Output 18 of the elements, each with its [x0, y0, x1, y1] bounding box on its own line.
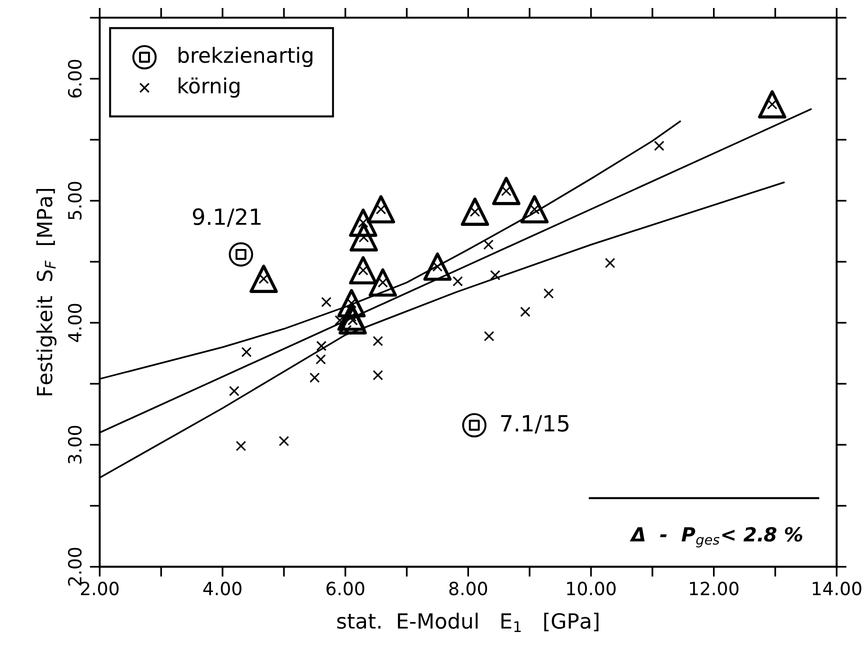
legend-label: brekzienartig — [178, 46, 312, 68]
y-tick-label: 6.00 — [68, 60, 82, 98]
annotation: 9.1/21 — [192, 208, 261, 227]
x-tick-label: 12.00 — [690, 582, 738, 596]
x-tick-label: 8.00 — [449, 582, 488, 596]
text: stat. E-Modul E$_{1}$ [GPa] — [337, 612, 598, 632]
x-tick-label: 10.00 — [567, 582, 616, 596]
x-tick-label: 14.00 — [812, 582, 862, 596]
x-tick-label: 4.00 — [203, 582, 242, 596]
annotation: Δ - P$_{ges}$< 2.8 % — [630, 526, 802, 548]
x-tick-label: 6.00 — [326, 582, 364, 596]
legend-label: körnig — [178, 77, 240, 98]
y-tick-label: 3.00 — [68, 426, 82, 464]
x-tick-label: 2.00 — [80, 582, 119, 596]
annotation: 7.1/15 — [501, 415, 568, 434]
y-tick-label: 5.00 — [68, 182, 82, 220]
y-tick-label: 4.00 — [68, 304, 82, 342]
y-axis-title: Festigkeit S$_{F}$ [MPa] — [36, 189, 56, 396]
